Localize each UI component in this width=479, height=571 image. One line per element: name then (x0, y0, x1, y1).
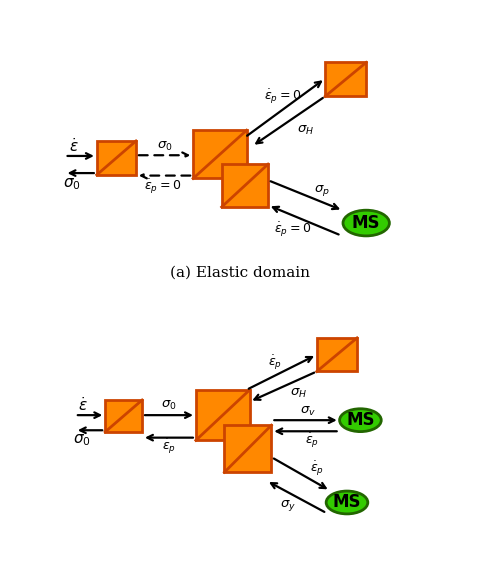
Text: $\dot{\varepsilon}_p$: $\dot{\varepsilon}_p$ (305, 431, 319, 449)
Text: $\sigma_y$: $\sigma_y$ (280, 498, 296, 513)
Bar (222, 164, 268, 207)
Text: $\dot{\varepsilon}_p = 0$: $\dot{\varepsilon}_p = 0$ (144, 177, 182, 195)
Bar (196, 390, 250, 440)
Text: $\dot{\varepsilon}_p = 0$: $\dot{\varepsilon}_p = 0$ (264, 87, 302, 106)
Ellipse shape (343, 210, 389, 236)
Ellipse shape (326, 491, 368, 514)
Text: $\dot{\varepsilon}_p$: $\dot{\varepsilon}_p$ (268, 354, 282, 372)
Text: $\sigma_H$: $\sigma_H$ (290, 387, 307, 400)
Text: $\sigma_p$: $\sigma_p$ (314, 183, 331, 198)
Bar (317, 338, 357, 372)
Text: MS: MS (352, 214, 380, 232)
Text: $\sigma_0$: $\sigma_0$ (73, 432, 91, 448)
Text: $\sigma_0$: $\sigma_0$ (161, 399, 177, 412)
Text: $\dot{\varepsilon}$: $\dot{\varepsilon}$ (68, 138, 79, 155)
Text: $\sigma_0$: $\sigma_0$ (63, 176, 80, 192)
Text: $\dot{\varepsilon}_p$: $\dot{\varepsilon}_p$ (310, 460, 324, 478)
Text: $\dot{\varepsilon}_p$: $\dot{\varepsilon}_p$ (162, 438, 176, 456)
Bar (193, 130, 247, 178)
Text: $\sigma_H$: $\sigma_H$ (297, 124, 314, 137)
Text: $\dot{\varepsilon}$: $\dot{\varepsilon}$ (79, 396, 88, 414)
Text: MS: MS (333, 493, 361, 512)
Text: MS: MS (346, 411, 375, 429)
Bar (105, 400, 142, 432)
Bar (325, 62, 366, 96)
Text: $\dot{\varepsilon}_p = 0$: $\dot{\varepsilon}_p = 0$ (274, 221, 312, 239)
Bar (97, 141, 136, 175)
Text: $\sigma_v$: $\sigma_v$ (300, 405, 316, 417)
Bar (224, 425, 272, 472)
Ellipse shape (340, 409, 381, 432)
Text: (a) Elastic domain: (a) Elastic domain (170, 266, 309, 280)
Text: $\sigma_0$: $\sigma_0$ (157, 140, 172, 153)
